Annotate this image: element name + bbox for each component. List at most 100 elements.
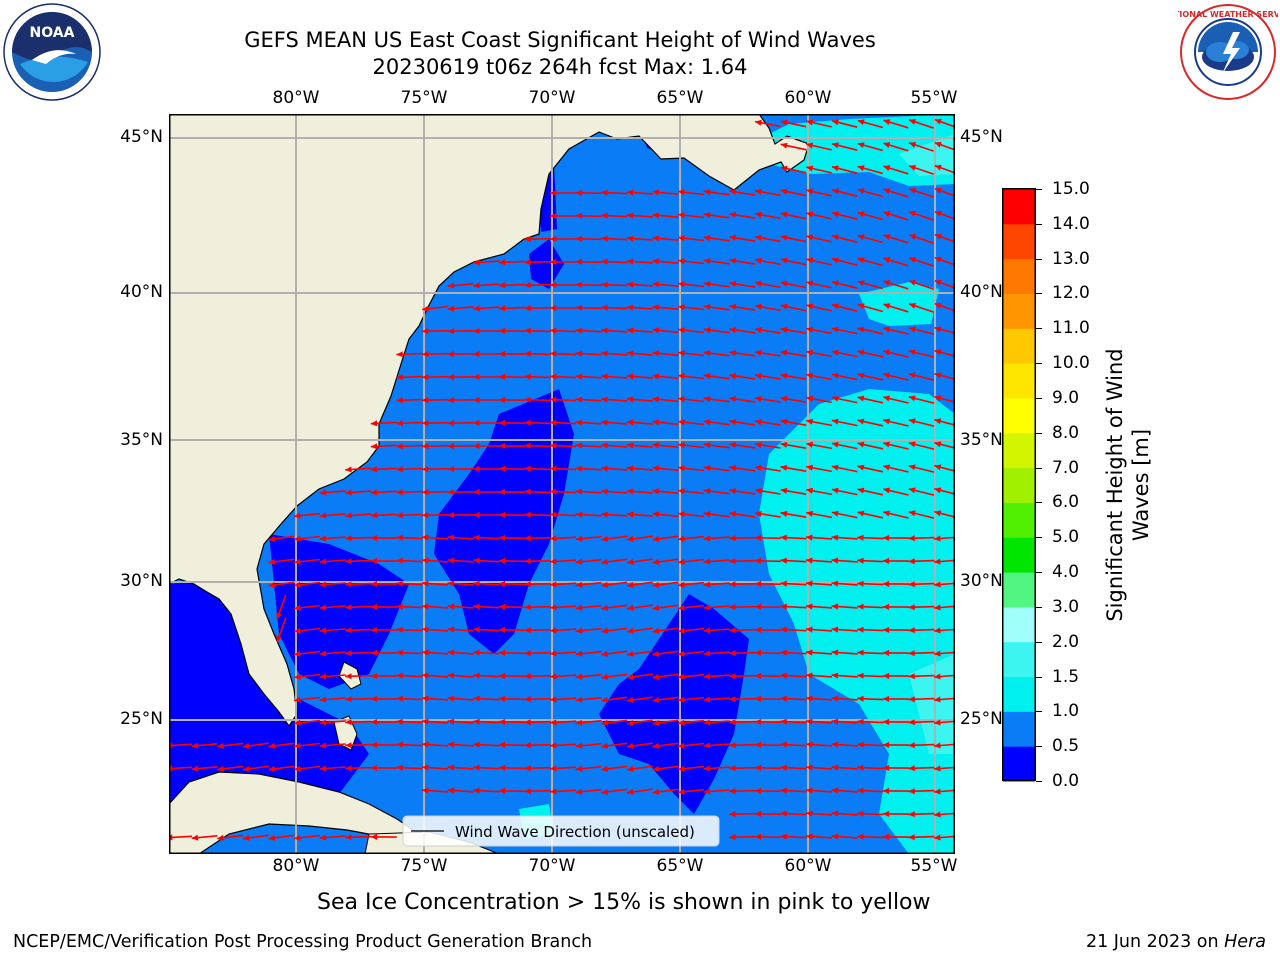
colorbar-segment	[1003, 746, 1035, 782]
wave-direction-arrow	[882, 810, 909, 817]
wave-direction-arrow	[678, 765, 704, 772]
wave-direction-arrow	[191, 742, 218, 749]
wave-direction-arrow	[575, 442, 602, 449]
wave-direction-arrow	[831, 188, 858, 197]
wave-direction-arrow	[780, 626, 807, 633]
wave-direction-arrow	[473, 396, 500, 403]
wave-direction-arrow	[934, 118, 955, 128]
nws-ring-text: NATIONAL WEATHER SERVICE	[1178, 10, 1278, 19]
colorbar-tick	[1036, 363, 1042, 365]
wave-direction-arrow	[626, 581, 653, 588]
wave-direction-arrow	[421, 580, 449, 587]
wave-direction-arrow	[754, 741, 781, 748]
wave-direction-arrow	[754, 257, 781, 266]
wave-direction-arrow	[678, 258, 704, 265]
wave-direction-arrow	[754, 718, 781, 725]
colorbar-tick	[1036, 293, 1042, 295]
wave-direction-arrow	[626, 650, 653, 657]
wave-direction-arrow	[934, 441, 955, 449]
wave-direction-arrow	[601, 189, 628, 196]
colorbar-tick	[1036, 606, 1042, 608]
wave-direction-arrow	[626, 558, 653, 565]
wave-region-very-high	[909, 654, 955, 754]
wave-direction-arrow	[754, 672, 781, 679]
wave-direction-arrow	[626, 442, 653, 449]
wave-direction-arrow	[473, 350, 500, 357]
colorbar-tick	[1036, 432, 1042, 434]
wave-direction-arrow	[831, 418, 858, 427]
wave-direction-arrow	[550, 258, 576, 265]
colorbar-level-label: 1.0	[1052, 701, 1080, 722]
wave-direction-arrow	[498, 282, 525, 289]
wave-direction-arrow	[857, 580, 884, 587]
wave-direction-arrow	[421, 328, 449, 335]
wave-direction-arrow	[447, 626, 474, 633]
wave-direction-arrow	[652, 304, 679, 311]
wave-direction-arrow	[370, 672, 397, 679]
wave-direction-arrow	[729, 234, 756, 242]
wave-direction-arrow	[703, 765, 730, 772]
wave-direction-arrow	[601, 465, 628, 472]
wave-direction-arrow	[575, 350, 602, 357]
wave-direction-arrow	[575, 212, 602, 219]
wave-direction-arrow	[268, 535, 295, 542]
colorbar-level-label: 10.0	[1052, 353, 1090, 374]
wave-direction-arrow	[601, 558, 628, 565]
wave-direction-arrow	[575, 281, 602, 288]
wave-direction-arrow	[857, 487, 884, 496]
land-north-america	[169, 114, 810, 728]
wave-direction-arrow	[550, 189, 576, 196]
wave-direction-arrow	[498, 534, 525, 541]
wave-direction-arrow	[857, 234, 883, 244]
wave-direction-arrow	[524, 627, 551, 634]
wave-direction-arrow	[498, 741, 525, 748]
wave-direction-arrow	[601, 304, 628, 311]
wave-direction-arrow	[831, 810, 858, 817]
wave-direction-arrow	[421, 489, 449, 496]
wave-direction-arrow	[575, 650, 602, 657]
wave-direction-arrow	[626, 327, 653, 334]
wave-direction-arrow	[601, 419, 628, 426]
wave-direction-arrow	[524, 535, 551, 542]
wave-direction-arrow	[473, 488, 500, 495]
wave-direction-arrow	[396, 466, 423, 473]
wave-direction-arrow	[549, 465, 577, 472]
wave-direction-arrow	[319, 535, 346, 542]
lat-tick-right: 35°N	[960, 430, 1003, 450]
credit-date: 21 Jun 2023 on	[1085, 932, 1225, 952]
wave-direction-arrow	[754, 510, 781, 518]
wave-direction-arrow	[882, 349, 909, 358]
wave-direction-arrow	[729, 834, 756, 841]
wave-direction-arrow	[831, 349, 858, 358]
wave-direction-arrow	[729, 442, 756, 449]
wave-direction-arrow	[729, 742, 756, 749]
wave-direction-arrow	[421, 603, 449, 610]
wave-direction-arrow	[473, 787, 500, 794]
colorbar-segment	[1003, 502, 1035, 538]
wave-direction-arrow	[805, 833, 833, 840]
wave-direction-arrow	[601, 673, 628, 680]
wave-direction-arrow	[754, 234, 781, 243]
wave-direction-arrow	[780, 810, 807, 817]
wave-direction-arrow	[421, 695, 449, 702]
wave-direction-arrow	[857, 119, 883, 129]
wave-direction-arrow	[268, 742, 295, 749]
wave-direction-arrow	[908, 510, 935, 519]
wave-direction-arrow	[473, 465, 500, 472]
wave-direction-arrow	[857, 534, 884, 541]
wave-direction-arrow	[678, 558, 704, 565]
colorbar-tick	[1036, 537, 1042, 539]
colorbar-segment	[1003, 223, 1035, 260]
wave-direction-arrow	[575, 488, 602, 495]
wave-direction-arrow	[626, 488, 653, 495]
wave-direction-arrow	[421, 672, 449, 679]
wave-direction-arrow	[498, 488, 525, 495]
lat-tick-left: 35°N	[120, 430, 163, 450]
wave-direction-arrow	[217, 742, 244, 749]
wave-direction-arrow	[421, 443, 449, 450]
wave-direction-arrow	[831, 603, 858, 610]
wave-direction-arrow	[626, 788, 653, 795]
wave-direction-arrow	[601, 788, 628, 795]
wave-direction-arrow	[601, 581, 628, 588]
wave-direction-arrow	[703, 488, 730, 495]
